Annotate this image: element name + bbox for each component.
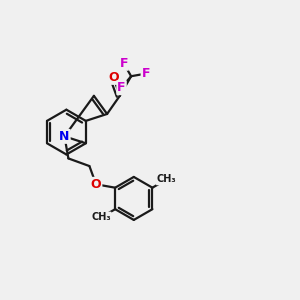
- Text: F: F: [119, 57, 128, 70]
- Text: F: F: [142, 67, 150, 80]
- Text: O: O: [108, 71, 119, 84]
- Text: N: N: [59, 130, 70, 143]
- Text: CH₃: CH₃: [157, 175, 176, 184]
- Text: O: O: [91, 178, 101, 191]
- Text: F: F: [117, 81, 126, 94]
- Text: CH₃: CH₃: [91, 212, 111, 222]
